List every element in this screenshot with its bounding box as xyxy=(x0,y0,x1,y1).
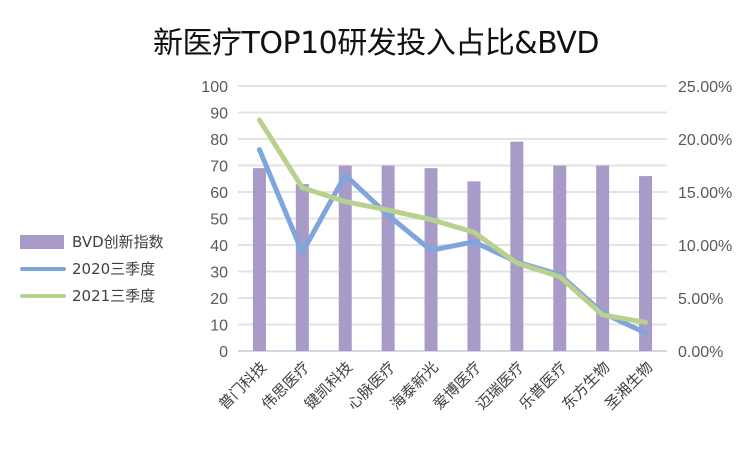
legend-label: 2021三季度 xyxy=(72,287,156,305)
bar xyxy=(338,165,352,351)
left-axis-tick: 40 xyxy=(210,238,228,255)
right-axis-tick: 15.00% xyxy=(678,185,732,202)
legend-item-bvd: BVD创新指数 xyxy=(20,228,164,255)
chart-title: 新医疗TOP10研发投入占比&BVD xyxy=(153,26,599,61)
left-axis-tick: 70 xyxy=(210,159,228,176)
legend-bar-swatch-icon xyxy=(20,234,64,249)
gridlines xyxy=(238,85,667,352)
legend-item-2020: 2020三季度 xyxy=(20,255,164,282)
bar xyxy=(467,181,481,351)
bar xyxy=(295,184,309,351)
right-axis-tick: 10.00% xyxy=(678,238,732,255)
bar xyxy=(510,141,524,351)
left-axis-tick: 30 xyxy=(210,265,228,282)
category-label: 圣湘生物 xyxy=(601,358,656,413)
line-2020三季度 xyxy=(256,147,649,336)
bar xyxy=(424,168,438,351)
bar xyxy=(252,168,266,351)
bar xyxy=(639,176,653,351)
right-axis-tick: 25.00% xyxy=(678,79,732,96)
legend-label: 2020三季度 xyxy=(72,260,156,278)
left-axis-tick: 0 xyxy=(219,344,228,361)
right-axis-tick: 0.00% xyxy=(678,344,723,361)
legend-label: BVD创新指数 xyxy=(72,233,164,251)
left-axis-tick: 50 xyxy=(210,212,228,229)
left-axis-ticks: 0 10 20 30 40 50 60 70 80 90 100 xyxy=(201,79,228,361)
legend-line-swatch-icon xyxy=(20,293,66,298)
right-axis-tick: 5.00% xyxy=(678,291,723,308)
bar xyxy=(381,165,395,351)
legend-line-swatch-icon xyxy=(20,266,66,271)
left-axis-tick: 90 xyxy=(210,106,228,123)
legend-item-2021: 2021三季度 xyxy=(20,282,164,309)
left-axis-tick: 80 xyxy=(210,132,228,149)
bar-series xyxy=(252,141,653,351)
left-axis-tick: 20 xyxy=(210,291,228,308)
left-axis-tick: 100 xyxy=(201,79,228,96)
legend: BVD创新指数 2020三季度 2021三季度 xyxy=(20,228,164,309)
bar xyxy=(596,165,610,351)
line-2021三季度 xyxy=(256,117,649,325)
left-axis-tick: 10 xyxy=(210,318,228,335)
bar xyxy=(553,165,567,351)
left-axis-tick: 60 xyxy=(210,185,228,202)
right-axis-tick: 20.00% xyxy=(678,132,732,149)
line-series xyxy=(256,117,649,336)
right-axis-ticks: 0.00% 5.00% 10.00% 15.00% 20.00% 25.00% xyxy=(678,79,732,361)
